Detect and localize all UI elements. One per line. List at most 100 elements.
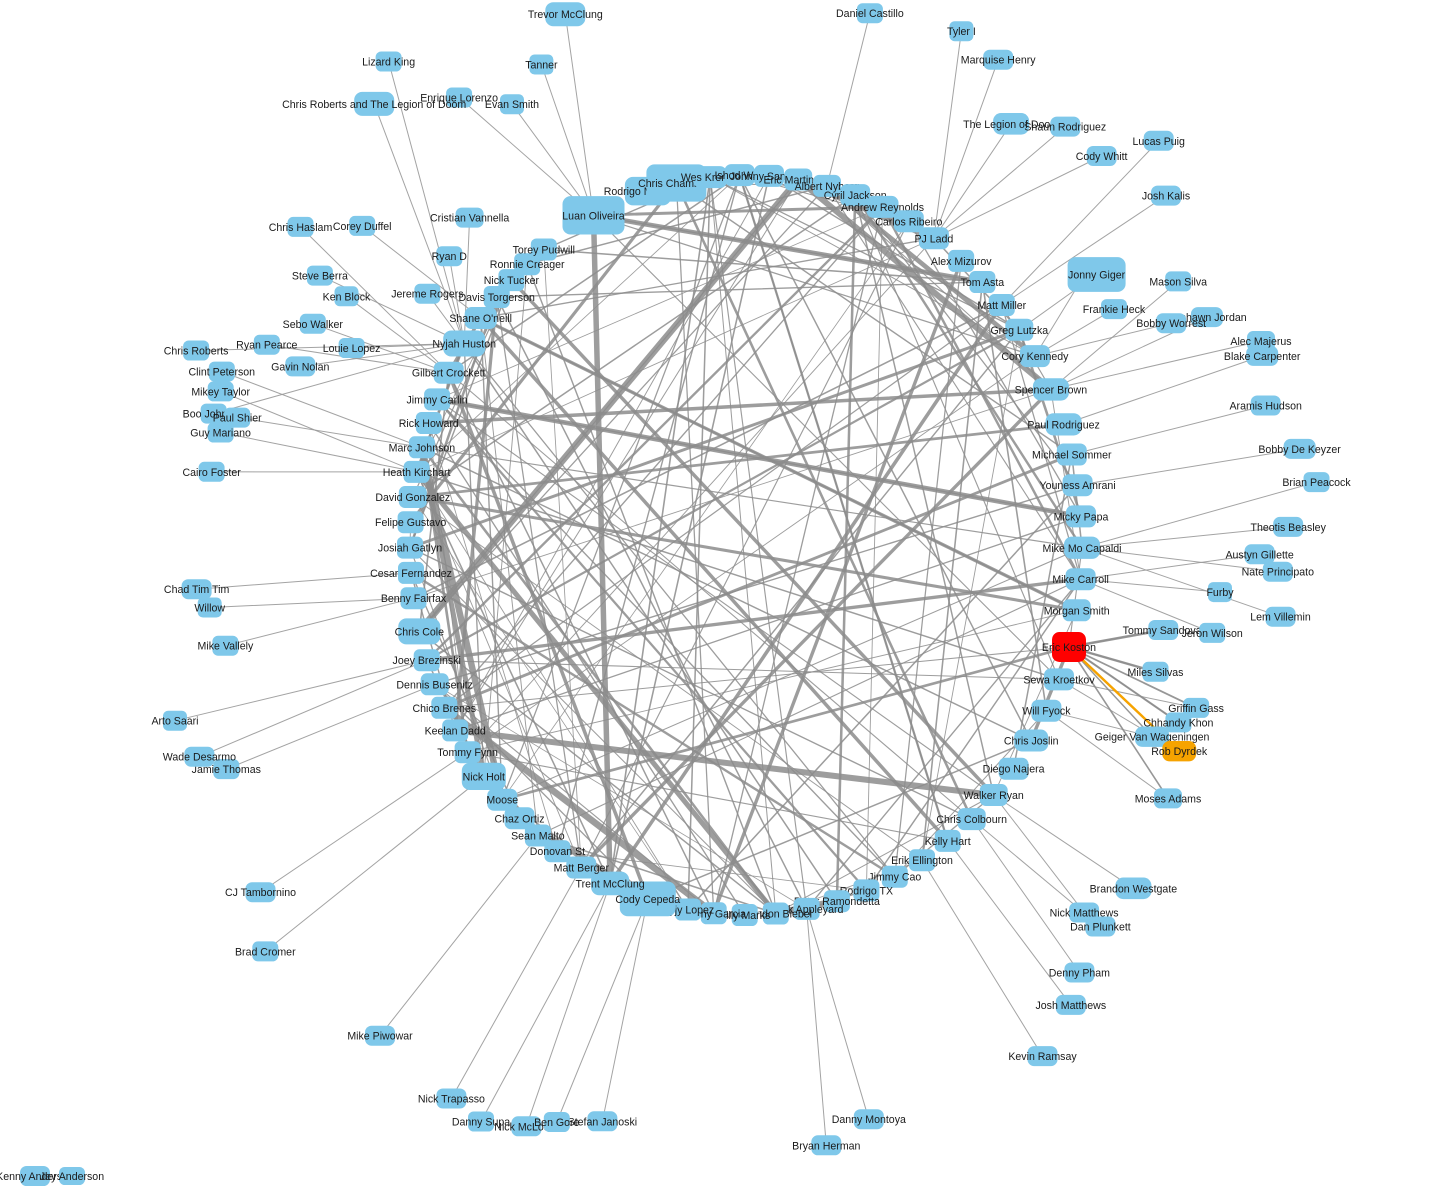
svg-text:Jimmy Carlin: Jimmy Carlin	[406, 394, 467, 406]
svg-text:Youness Amrani: Youness Amrani	[1040, 480, 1116, 492]
svg-text:Ryan Pearce: Ryan Pearce	[236, 340, 297, 352]
svg-text:Danny Supa: Danny Supa	[452, 1117, 510, 1129]
svg-text:Steve Berra: Steve Berra	[292, 271, 348, 283]
svg-text:Dan Plunkett: Dan Plunkett	[1070, 922, 1131, 934]
svg-text:Nick Holt: Nick Holt	[463, 771, 505, 783]
svg-text:Keelan Dadd: Keelan Dadd	[425, 725, 486, 737]
svg-text:Chris Colbourn: Chris Colbourn	[936, 814, 1007, 826]
svg-text:Cairo Foster: Cairo Foster	[182, 467, 241, 479]
svg-text:Chad Tim Tim: Chad Tim Tim	[164, 584, 230, 596]
svg-text:David Gonzalez: David Gonzalez	[375, 492, 450, 504]
svg-text:Alex Mizurov: Alex Mizurov	[931, 256, 992, 268]
svg-text:Josh Kalis: Josh Kalis	[1142, 191, 1190, 203]
svg-text:Trent McClung: Trent McClung	[576, 878, 645, 890]
svg-text:Eric Koston: Eric Koston	[1042, 642, 1096, 654]
svg-text:Matt Miller: Matt Miller	[977, 300, 1026, 312]
svg-text:Dennis Busenitz: Dennis Busenitz	[396, 679, 473, 691]
svg-text:Walker Ryan: Walker Ryan	[964, 790, 1024, 802]
svg-text:Ronnie Creager: Ronnie Creager	[490, 259, 565, 271]
svg-text:Mikey Taylor: Mikey Taylor	[191, 386, 250, 398]
svg-text:Mike Mo Capaldi: Mike Mo Capaldi	[1043, 543, 1122, 555]
svg-text:Moose: Moose	[486, 795, 518, 807]
svg-text:Chris Roberts and The Legion o: Chris Roberts and The Legion of Doom	[282, 99, 466, 111]
svg-text:Lucas Puig: Lucas Puig	[1132, 136, 1185, 148]
svg-text:Sewa Kroetkov: Sewa Kroetkov	[1023, 674, 1095, 686]
svg-text:Josiah Gatlyn: Josiah Gatlyn	[378, 543, 442, 555]
svg-text:Shane O'neill: Shane O'neill	[449, 313, 512, 325]
svg-text:Greg Lutzka: Greg Lutzka	[990, 325, 1048, 337]
svg-text:Matt Berger: Matt Berger	[554, 863, 610, 875]
svg-text:Lem Villemin: Lem Villemin	[1250, 612, 1311, 624]
svg-text:Nick Trapasso: Nick Trapasso	[418, 1094, 485, 1106]
svg-text:Tanner: Tanner	[525, 60, 558, 72]
svg-text:Nick Matthews: Nick Matthews	[1050, 908, 1119, 920]
svg-text:Torey Pudwill: Torey Pudwill	[513, 245, 575, 257]
svg-text:Jey Anderson: Jey Anderson	[40, 1171, 104, 1183]
svg-text:Wade Desarmo: Wade Desarmo	[163, 752, 236, 764]
svg-text:Nate Principato: Nate Principato	[1242, 567, 1315, 579]
svg-text:Miles Silvas: Miles Silvas	[1128, 667, 1184, 679]
svg-text:Jeron Wilson: Jeron Wilson	[1182, 628, 1243, 640]
svg-text:Carlos Ribeiro: Carlos Ribeiro	[875, 216, 942, 228]
svg-text:Ryan D: Ryan D	[432, 251, 468, 263]
svg-text:Theotis Beasley: Theotis Beasley	[1251, 522, 1327, 534]
svg-text:Ben Gore: Ben Gore	[534, 1117, 579, 1129]
svg-text:Mike Carroll: Mike Carroll	[1052, 574, 1109, 586]
svg-text:Trevor McClung: Trevor McClung	[528, 9, 603, 21]
svg-text:Diego Najera: Diego Najera	[983, 764, 1045, 776]
svg-text:Denny Pham: Denny Pham	[1049, 968, 1110, 980]
svg-text:Blake Carpenter: Blake Carpenter	[1224, 351, 1301, 363]
svg-text:Erik Ellington: Erik Ellington	[891, 855, 953, 867]
svg-text:Cory Kennedy: Cory Kennedy	[1001, 351, 1069, 363]
svg-text:Mason Silva: Mason Silva	[1149, 276, 1207, 288]
svg-text:Chris Joslin: Chris Joslin	[1004, 736, 1059, 748]
svg-text:Chico Brenes: Chico Brenes	[413, 703, 477, 715]
svg-text:Sean Malto: Sean Malto	[511, 831, 565, 843]
svg-text:Chris Roberts: Chris Roberts	[164, 346, 229, 358]
svg-text:Tyler I: Tyler I	[947, 26, 976, 38]
svg-text:Cesar Fernandez: Cesar Fernandez	[370, 568, 452, 580]
svg-text:Lizard King: Lizard King	[362, 57, 415, 69]
svg-text:Davis Torgerson: Davis Torgerson	[459, 292, 535, 304]
svg-text:CJ Tambornino: CJ Tambornino	[225, 887, 296, 899]
svg-text:Kelly Hart: Kelly Hart	[925, 836, 971, 848]
svg-text:Cody Whitt: Cody Whitt	[1076, 151, 1128, 163]
svg-text:Furby: Furby	[1206, 587, 1234, 599]
svg-text:Daniel Castillo: Daniel Castillo	[836, 8, 904, 20]
svg-text:Paul Shier: Paul Shier	[213, 413, 262, 425]
svg-text:Morgan Smith: Morgan Smith	[1044, 605, 1110, 617]
svg-text:Chhandy Khon: Chhandy Khon	[1143, 717, 1213, 729]
svg-text:Gavin Nolan: Gavin Nolan	[271, 361, 329, 373]
svg-text:Bryan Herman: Bryan Herman	[792, 1140, 860, 1152]
svg-text:Brandon Westgate: Brandon Westgate	[1090, 883, 1178, 895]
svg-text:Alec Majerus: Alec Majerus	[1230, 336, 1291, 348]
svg-text:Geiger Van Wageningen: Geiger Van Wageningen	[1095, 732, 1210, 744]
svg-text:Marquise Henry: Marquise Henry	[961, 55, 1036, 67]
svg-text:Cody Cepeda: Cody Cepeda	[615, 894, 680, 906]
svg-text:Frankie Heck: Frankie Heck	[1083, 304, 1146, 316]
svg-text:Rick Howard: Rick Howard	[399, 418, 459, 430]
svg-text:Micky Papa: Micky Papa	[1054, 511, 1109, 523]
svg-text:Clint Peterson: Clint Peterson	[189, 367, 256, 379]
svg-text:Marc Johnson: Marc Johnson	[389, 442, 456, 454]
svg-text:Shaun Rodriguez: Shaun Rodriguez	[1024, 122, 1106, 134]
svg-text:Paul Rodriguez: Paul Rodriguez	[1027, 419, 1099, 431]
svg-text:Jereme Rogers: Jereme Rogers	[391, 289, 463, 301]
svg-text:Joey Brezinski: Joey Brezinski	[393, 655, 461, 667]
svg-text:Tommy Fynn: Tommy Fynn	[437, 747, 498, 759]
svg-text:Austyn Gillette: Austyn Gillette	[1225, 549, 1293, 561]
svg-text:Evan Smith: Evan Smith	[485, 99, 539, 111]
svg-text:Arto Saari: Arto Saari	[151, 716, 198, 728]
svg-text:PJ Ladd: PJ Ladd	[914, 233, 953, 245]
svg-text:Donovan St: Donovan St	[530, 846, 585, 858]
svg-text:Brian Peacock: Brian Peacock	[1282, 477, 1351, 489]
svg-text:Guy Mariano: Guy Mariano	[190, 428, 251, 440]
svg-text:Sebo Walker: Sebo Walker	[283, 319, 344, 331]
svg-text:Mike Piwowar: Mike Piwowar	[347, 1031, 413, 1043]
svg-text:Josh Matthews: Josh Matthews	[1035, 1000, 1106, 1012]
svg-text:Chris Cole: Chris Cole	[395, 626, 445, 638]
svg-text:Mike Vallely: Mike Vallely	[198, 641, 254, 653]
svg-text:Bobby De Keyzer: Bobby De Keyzer	[1258, 444, 1341, 456]
svg-text:Bobby Worrest: Bobby Worrest	[1136, 318, 1206, 330]
svg-text:Felipe Gustavo: Felipe Gustavo	[375, 517, 446, 529]
